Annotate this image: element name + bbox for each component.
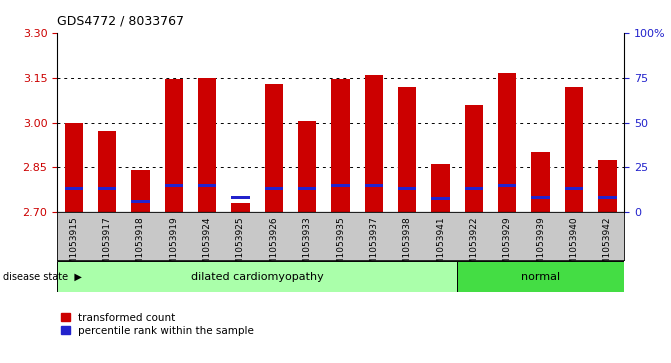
Legend: transformed count, percentile rank within the sample: transformed count, percentile rank withi… xyxy=(57,309,258,340)
Bar xyxy=(431,164,450,212)
Text: GSM1053938: GSM1053938 xyxy=(403,216,412,277)
Text: GSM1053933: GSM1053933 xyxy=(303,216,312,277)
Bar xyxy=(231,203,250,212)
Bar xyxy=(457,261,624,292)
Bar xyxy=(98,187,116,190)
Text: normal: normal xyxy=(521,272,560,282)
Text: GSM1053942: GSM1053942 xyxy=(603,216,612,277)
Bar xyxy=(164,184,183,187)
Text: disease state  ▶: disease state ▶ xyxy=(3,272,83,282)
Bar xyxy=(565,187,583,190)
Bar xyxy=(531,196,550,199)
Text: GSM1053929: GSM1053929 xyxy=(503,216,512,277)
Text: GSM1053915: GSM1053915 xyxy=(69,216,79,277)
Bar xyxy=(231,196,250,199)
Bar xyxy=(264,83,283,212)
Bar xyxy=(198,184,216,187)
Text: dilated cardiomyopathy: dilated cardiomyopathy xyxy=(191,272,323,282)
Bar xyxy=(198,78,216,212)
Bar xyxy=(331,79,350,212)
Text: GSM1053935: GSM1053935 xyxy=(336,216,345,277)
Bar xyxy=(98,131,116,212)
Text: GSM1053940: GSM1053940 xyxy=(570,216,578,277)
Text: GSM1053941: GSM1053941 xyxy=(436,216,445,277)
Text: GSM1053937: GSM1053937 xyxy=(369,216,378,277)
Text: GSM1053922: GSM1053922 xyxy=(470,216,478,277)
Bar xyxy=(498,184,517,187)
Text: GSM1053917: GSM1053917 xyxy=(103,216,111,277)
Bar xyxy=(531,152,550,212)
Text: GSM1053925: GSM1053925 xyxy=(236,216,245,277)
Bar xyxy=(598,196,617,199)
Bar xyxy=(365,184,383,187)
Text: GSM1053924: GSM1053924 xyxy=(203,216,211,277)
Text: GSM1053939: GSM1053939 xyxy=(536,216,545,277)
Bar xyxy=(132,170,150,212)
Bar xyxy=(298,121,316,212)
Bar xyxy=(398,187,417,190)
Bar xyxy=(264,187,283,190)
Bar xyxy=(398,86,417,212)
Bar xyxy=(365,74,383,212)
Bar xyxy=(465,187,483,190)
Text: GSM1053918: GSM1053918 xyxy=(136,216,145,277)
Bar xyxy=(57,261,457,292)
Bar xyxy=(331,184,350,187)
Bar xyxy=(498,73,517,212)
Bar xyxy=(565,86,583,212)
Text: GSM1053926: GSM1053926 xyxy=(269,216,278,277)
Bar xyxy=(431,197,450,200)
Bar xyxy=(64,122,83,212)
Bar xyxy=(64,187,83,190)
Bar xyxy=(164,79,183,212)
Bar xyxy=(598,160,617,212)
Bar xyxy=(465,105,483,212)
Bar xyxy=(132,200,150,203)
Bar xyxy=(298,187,316,190)
Text: GDS4772 / 8033767: GDS4772 / 8033767 xyxy=(57,14,184,27)
Text: GSM1053919: GSM1053919 xyxy=(169,216,178,277)
